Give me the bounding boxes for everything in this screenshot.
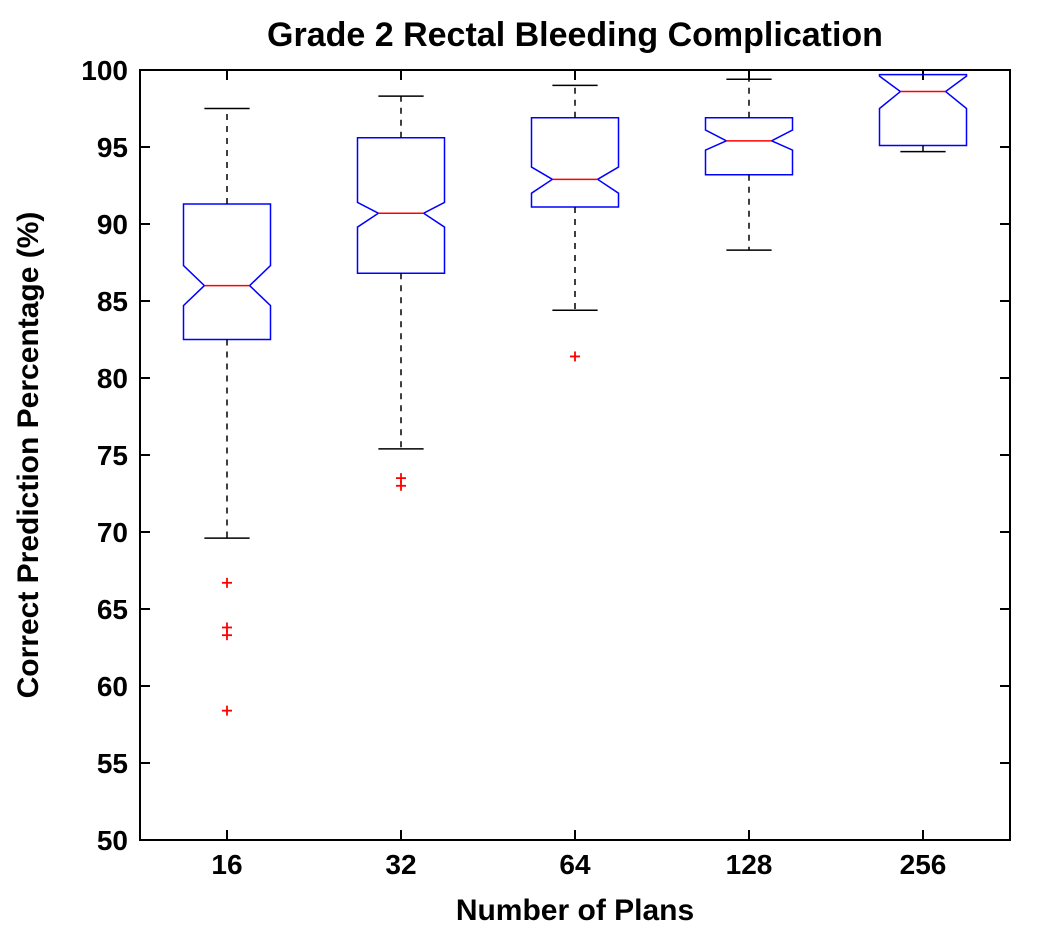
- ytick-label: 85: [97, 286, 128, 317]
- ytick-label: 75: [97, 440, 128, 471]
- xtick-label: 64: [559, 849, 591, 880]
- boxplot-chart: 50 55 60 65 70 75 80 85 90 95 100 16 32 64 128 256 Grade…: [0, 0, 1050, 933]
- xtick-label: 256: [900, 849, 947, 880]
- box: [358, 138, 445, 274]
- box: [880, 75, 967, 146]
- ytick-label: 65: [97, 594, 128, 625]
- ytick-label: 70: [97, 517, 128, 548]
- ytick-label: 80: [97, 363, 128, 394]
- ytick-label: 60: [97, 671, 128, 702]
- box: [184, 204, 271, 340]
- plot-area: [140, 70, 1010, 840]
- x-axis-label: Number of Plans: [456, 894, 694, 927]
- ytick-label: 100: [81, 55, 128, 86]
- ytick-label: 95: [97, 132, 128, 163]
- box: [706, 118, 793, 175]
- xtick-label: 128: [726, 849, 773, 880]
- xtick-label: 16: [211, 849, 242, 880]
- ytick-label: 50: [97, 825, 128, 856]
- chart-title: Grade 2 Rectal Bleeding Complication: [267, 16, 883, 54]
- box: [532, 118, 619, 207]
- xtick-label: 32: [385, 849, 416, 880]
- ytick-label: 55: [97, 748, 128, 779]
- ytick-label: 90: [97, 209, 128, 240]
- chart-svg: 50 55 60 65 70 75 80 85 90 95 100 16 32 64 128 256 Grade…: [0, 0, 1050, 933]
- y-axis-label: Correct Prediction Percentage (%): [12, 212, 45, 699]
